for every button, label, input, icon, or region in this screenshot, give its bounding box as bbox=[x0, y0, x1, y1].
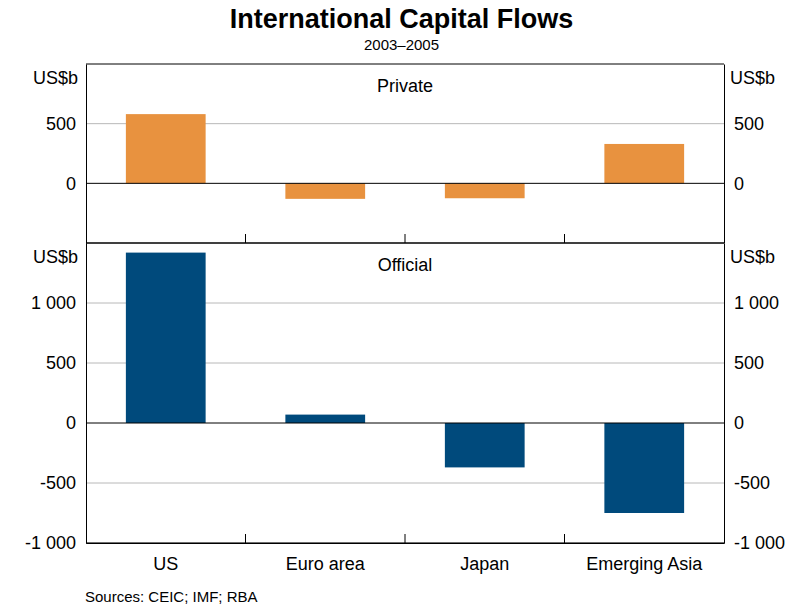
axis-line bbox=[86, 65, 87, 244]
axis-line bbox=[86, 244, 87, 544]
tick: 0 bbox=[724, 174, 744, 194]
category-separator bbox=[245, 534, 246, 543]
panel: 0 500 0 500 US$b US$b Private bbox=[33, 64, 775, 244]
category-separator bbox=[564, 534, 565, 543]
zero-line bbox=[86, 423, 724, 424]
tick-label: -500 bbox=[734, 473, 770, 493]
axis-unit: US$b bbox=[33, 247, 78, 267]
y-axis: 0 500 bbox=[724, 65, 764, 244]
tick: US bbox=[153, 543, 178, 574]
bar bbox=[126, 253, 206, 423]
tick-label: Emerging Asia bbox=[586, 554, 703, 574]
source: Sources: CEIC; IMF; RBA bbox=[85, 588, 258, 605]
bar bbox=[604, 144, 684, 183]
separators bbox=[246, 534, 565, 543]
bar bbox=[604, 423, 684, 513]
tick: 1 000 bbox=[31, 293, 86, 313]
tick: 0 bbox=[724, 413, 744, 433]
tick: 500 bbox=[46, 114, 86, 134]
axis-unit: US$b bbox=[730, 247, 775, 267]
tick: -500 bbox=[40, 473, 86, 493]
y-axis: 0 500 bbox=[46, 65, 87, 244]
tick-label: 0 bbox=[66, 174, 76, 194]
panel: -1 000 -500 0 500 1 000 -1 000 -500 0 500 1 000 US… bbox=[25, 243, 785, 574]
bar bbox=[445, 423, 525, 467]
category-separator bbox=[245, 234, 246, 243]
y-axis: -1 000 -500 0 500 1 000 bbox=[25, 244, 87, 554]
frame bbox=[86, 243, 724, 244]
y-axis: -1 000 -500 0 500 1 000 bbox=[724, 244, 785, 554]
bars bbox=[126, 253, 684, 513]
bar bbox=[445, 183, 525, 198]
tick-label: 1 000 bbox=[734, 293, 779, 313]
axis-unit: US$b bbox=[730, 68, 775, 88]
separators bbox=[246, 234, 565, 243]
tick: 1 000 bbox=[724, 293, 779, 313]
tick: 500 bbox=[46, 353, 86, 373]
tick-label: 0 bbox=[66, 413, 76, 433]
tick: -1 000 bbox=[25, 533, 86, 553]
bar bbox=[126, 114, 206, 183]
frame bbox=[86, 64, 724, 65]
tick-label: US bbox=[153, 554, 178, 574]
axis-unit: US$b bbox=[33, 68, 78, 88]
tick: -500 bbox=[724, 473, 770, 493]
tick: 0 bbox=[66, 174, 86, 194]
tick: 500 bbox=[724, 114, 764, 134]
tick-label: Japan bbox=[460, 554, 509, 574]
x-axis: US Euro area Japan Emerging Asia bbox=[87, 543, 725, 574]
tick: 0 bbox=[66, 413, 86, 433]
axis-line bbox=[87, 543, 725, 544]
panel-title: Private bbox=[377, 76, 433, 96]
tick-label: -1 000 bbox=[734, 533, 785, 553]
tick: Euro area bbox=[286, 543, 366, 574]
tick: Emerging Asia bbox=[586, 543, 703, 574]
tick: Japan bbox=[460, 543, 509, 574]
tick-label: -500 bbox=[40, 473, 76, 493]
chart: International Capital Flows 2003–2005 Sour… bbox=[0, 0, 803, 612]
bars bbox=[126, 114, 684, 199]
category-separator bbox=[564, 234, 565, 243]
panel-title: Official bbox=[378, 255, 433, 275]
tick-label: 0 bbox=[734, 174, 744, 194]
zero-line bbox=[86, 183, 724, 184]
tick-label: -1 000 bbox=[25, 533, 76, 553]
axis-line bbox=[724, 244, 725, 544]
tick: -1 000 bbox=[724, 533, 785, 553]
tick: 500 bbox=[724, 353, 764, 373]
tick-label: 1 000 bbox=[31, 293, 76, 313]
tick-label: 500 bbox=[734, 114, 764, 134]
subtitle: 2003–2005 bbox=[364, 36, 439, 53]
bar bbox=[285, 183, 365, 199]
bar bbox=[285, 415, 365, 423]
zero-line-group bbox=[86, 183, 724, 184]
tick-label: 500 bbox=[46, 353, 76, 373]
tick-label: 500 bbox=[46, 114, 76, 134]
tick-label: 500 bbox=[734, 353, 764, 373]
frame bbox=[86, 243, 724, 244]
category-separator bbox=[405, 234, 406, 243]
tick-label: Euro area bbox=[286, 554, 366, 574]
title: International Capital Flows bbox=[230, 4, 574, 34]
tick-label: 0 bbox=[734, 413, 744, 433]
axis-line bbox=[724, 65, 725, 244]
category-separator bbox=[405, 534, 406, 543]
zero-line-group bbox=[86, 423, 724, 424]
